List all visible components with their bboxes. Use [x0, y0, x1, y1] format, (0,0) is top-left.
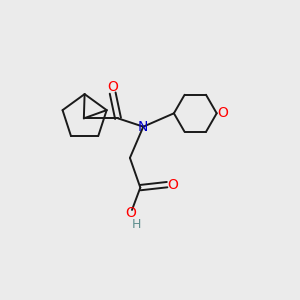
Text: H: H — [132, 218, 141, 231]
Text: O: O — [168, 178, 178, 192]
Text: O: O — [125, 206, 136, 220]
Text: N: N — [138, 120, 148, 134]
Text: O: O — [217, 106, 228, 120]
Text: O: O — [107, 80, 118, 94]
